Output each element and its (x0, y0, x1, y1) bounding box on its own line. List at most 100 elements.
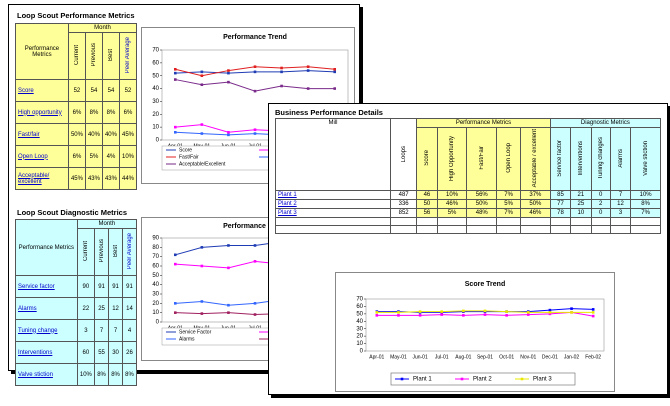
blank-cell (609, 217, 632, 227)
row-link[interactable]: Alarms (18, 305, 37, 312)
row: High opportunity 6% 8% 8% 6% (15, 101, 138, 124)
row-link[interactable]: Service factor (18, 283, 55, 290)
blank-cell (416, 217, 438, 227)
point (173, 253, 177, 257)
column-header: Acceptable / excellent (520, 126, 551, 192)
cell: 5% (436, 208, 468, 219)
column-header: Interventions (570, 126, 592, 192)
point (418, 314, 422, 317)
mill-cell: Plant 1 (275, 190, 391, 201)
point (333, 67, 337, 71)
cell: 30 (108, 341, 124, 364)
blank-cell (590, 225, 611, 235)
point (200, 70, 204, 74)
cell: 10 (570, 208, 592, 219)
x-tick-label: Sep-01 (477, 354, 493, 360)
cell: 85 (549, 190, 572, 201)
point (333, 87, 337, 90)
column-header: Open Loop (496, 126, 522, 192)
y-tick-label: 30 (152, 99, 159, 105)
cell: 6% (67, 101, 86, 124)
y-tick-label: 20 (152, 301, 159, 307)
cell: 7% (496, 208, 522, 219)
cell: 43% (84, 167, 103, 190)
row-link[interactable]: High opportunity (18, 109, 62, 116)
row-link[interactable]: Tuning change (18, 327, 58, 334)
point (280, 66, 283, 70)
cell: 91 (94, 275, 110, 298)
row: Service factor 90 91 91 91 (15, 275, 137, 298)
cell: 5% (84, 145, 103, 168)
header-text: Performance Metrics (24, 45, 60, 58)
cell: 14 (122, 297, 137, 320)
blank-cell (520, 217, 551, 227)
cell: 52 (67, 79, 86, 102)
row: Plant 3 852 56 5% 48% 7% 46% 78 10 0 3 7% (275, 208, 661, 219)
cell: 50% (520, 199, 551, 210)
row-link[interactable]: Open Loop (18, 153, 48, 160)
row: Plant 2 336 50 46% 50% 5% 50% 77 25 2 12 8% (275, 199, 661, 210)
row-link[interactable]: Interventions (18, 349, 53, 356)
x-tick-label: Dec-01 (542, 354, 558, 360)
cell: 55 (94, 341, 110, 364)
header-text: Peer Average (126, 232, 133, 270)
mill-link[interactable]: Plant 2 (278, 201, 297, 208)
row-label-cell: Alarms (15, 297, 78, 320)
cell: 336 (389, 199, 418, 210)
x-tick-label: Oct-01 (499, 354, 514, 360)
row-label-cell: High opportunity (15, 101, 69, 124)
cell: 46% (436, 199, 468, 210)
y-tick-label: 40 (356, 319, 363, 325)
y-tick-label: 70 (356, 297, 363, 303)
cell: 852 (389, 208, 418, 219)
point (227, 266, 230, 270)
cell: 2 (590, 199, 611, 210)
row-link[interactable]: Valve stiction (18, 371, 53, 378)
mill-link[interactable]: Plant 1 (278, 192, 297, 199)
cell: 52 (118, 79, 138, 102)
cell: 45% (118, 123, 138, 146)
row-link[interactable]: Fast/fair (18, 131, 40, 138)
blank-row (275, 217, 661, 227)
header-row: Performance Metrics Month (15, 23, 138, 80)
cell: 7 (609, 190, 632, 201)
row-link[interactable]: Score (18, 87, 34, 94)
column-header: High Opportunity (436, 126, 468, 192)
row: Interventions 60 55 30 26 (15, 341, 137, 364)
point (375, 314, 379, 317)
y-tick-label: 10 (356, 341, 363, 347)
cell: 44% (118, 167, 138, 190)
point (227, 130, 230, 134)
cell: 8% (84, 101, 103, 124)
mill-link[interactable]: Plant 3 (278, 210, 297, 217)
point (505, 310, 508, 313)
header-text: Performance Metrics (18, 244, 75, 251)
row-label-cell: Service factor (15, 275, 78, 298)
y-tick-label: 80 (152, 245, 159, 251)
point (200, 132, 204, 135)
legend-label: Score (179, 147, 192, 153)
point (548, 308, 552, 312)
cell: 43% (101, 167, 120, 190)
perf-table: Performance Metrics Month Current Previous B… (15, 23, 138, 190)
cell: 21 (570, 190, 592, 201)
header-text: Fast/Fair (478, 146, 485, 171)
row: Valve stiction 10% 8% 8% 8% (15, 363, 137, 386)
blank-cell (496, 225, 522, 235)
row: Tuning change 3 7 7 4 (15, 319, 137, 342)
point (526, 313, 530, 316)
panel-title: Business Performance Details (275, 108, 383, 117)
legend-label: Plant 3 (533, 377, 552, 383)
header-text: Acceptable / excellent (532, 129, 539, 188)
point (173, 311, 177, 314)
y-tick-label: 60 (152, 60, 159, 66)
group-text: Month (94, 25, 111, 31)
cell: 45% (67, 167, 86, 190)
y-tick-label: 0 (156, 320, 160, 326)
row-link[interactable]: Acceptable/ excellent (18, 172, 50, 185)
point (397, 311, 400, 314)
header-text: Previous (90, 43, 97, 67)
series-line (175, 79, 335, 92)
cell: 46 (416, 190, 438, 201)
blank-cell (570, 217, 592, 227)
